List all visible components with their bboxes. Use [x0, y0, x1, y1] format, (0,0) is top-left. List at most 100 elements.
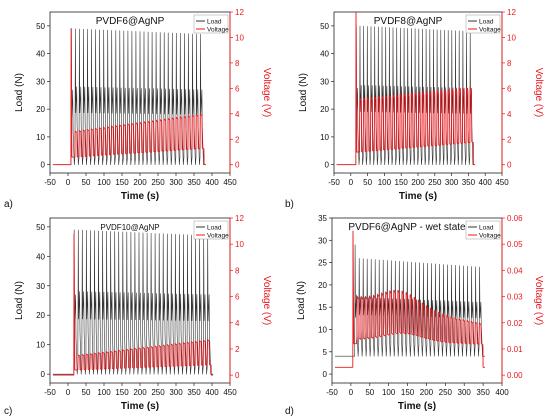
- y-right-tick-label: 4: [235, 319, 240, 328]
- legend-label-load: Load: [207, 225, 222, 232]
- x-tick-label: 100: [378, 178, 392, 187]
- panel-label: b): [285, 199, 294, 210]
- y-left-tick-label: 10: [36, 133, 45, 142]
- x-tick-label: 200: [411, 178, 425, 187]
- y-right-tick-label: 12: [235, 8, 244, 17]
- x-tick-label: 100: [97, 178, 111, 187]
- x-axis-label: Time (s): [121, 191, 159, 202]
- y-right-tick-label: 6: [507, 84, 512, 93]
- y-right-tick-label: 6: [235, 293, 240, 302]
- x-tick-label: 200: [420, 388, 434, 397]
- x-tick-label: 150: [401, 388, 415, 397]
- x-tick-label: 150: [115, 178, 129, 187]
- y-right-tick-label: 2: [235, 345, 240, 354]
- load-series-line: [52, 28, 206, 165]
- x-tick-label: 450: [495, 178, 509, 187]
- legend-label-voltage: Voltage: [207, 27, 229, 34]
- y-left-tick-label: 50: [320, 22, 329, 31]
- y-right-tick-label: 0.03: [507, 293, 523, 302]
- y-left-tick-label: 35: [318, 214, 327, 223]
- x-tick-label: 300: [169, 388, 183, 397]
- x-tick-label: 50: [82, 178, 91, 187]
- x-tick-label: 300: [458, 388, 472, 397]
- y-left-tick-label: 30: [36, 77, 45, 86]
- x-tick-label: 100: [97, 388, 111, 397]
- y-right-tick-label: 8: [507, 59, 512, 68]
- y-right-axis-label: Voltage (V): [533, 68, 544, 117]
- y-left-tick-label: 0: [325, 161, 330, 170]
- voltage-series-line: [52, 233, 214, 376]
- voltage-series-line: [335, 230, 485, 368]
- chart-title: PVDF6@AgNP: [96, 16, 165, 27]
- chart-panel-4: -50 0 50 100 150 200 250 300 350 400 0 5 10 15 20 25 30 3…: [285, 214, 544, 417]
- y-right-tick-label: 0.02: [507, 319, 523, 328]
- y-left-tick-label: 10: [318, 325, 327, 334]
- y-left-tick-label: 20: [36, 311, 45, 320]
- x-tick-label: 300: [169, 178, 183, 187]
- x-tick-label: 450: [223, 388, 237, 397]
- x-axis-label: Time (s): [121, 401, 159, 412]
- x-tick-label: 250: [428, 178, 442, 187]
- y-right-tick-label: 0: [507, 161, 512, 170]
- x-tick-label: 50: [365, 388, 374, 397]
- y-left-tick-label: 20: [36, 105, 45, 114]
- y-right-tick-label: 8: [235, 266, 240, 275]
- chart-panel-3: -50 0 50 100 150 200 250 300 350 400 4500102030405…: [4, 214, 272, 417]
- y-left-axis-label: Load (N): [298, 73, 309, 112]
- load-series-line: [336, 25, 476, 165]
- x-tick-label: 350: [462, 178, 476, 187]
- panel-label: c): [4, 406, 12, 417]
- x-tick-label: 150: [115, 388, 129, 397]
- y-left-axis-label: Load (N): [296, 281, 307, 320]
- x-tick-label: 100: [382, 388, 396, 397]
- x-tick-label: 400: [479, 178, 493, 187]
- y-right-tick-label: 0.05: [507, 240, 523, 249]
- y-right-tick-label: 8: [235, 59, 240, 68]
- voltage-series-line: [52, 28, 206, 166]
- chart-title: PVDF6@AgNP - wet state: [348, 222, 466, 233]
- x-tick-label: -50: [328, 178, 340, 187]
- x-tick-label: 0: [349, 388, 354, 397]
- legend-label-voltage: Voltage: [479, 27, 501, 34]
- x-tick-label: 200: [133, 388, 147, 397]
- x-tick-label: 250: [439, 388, 453, 397]
- x-tick-label: -50: [44, 388, 56, 397]
- y-left-tick-label: 40: [36, 252, 45, 261]
- x-tick-label: -50: [326, 388, 338, 397]
- x-tick-label: 50: [82, 388, 91, 397]
- y-left-axis-label: Load (N): [14, 73, 25, 112]
- x-tick-label: 250: [151, 178, 165, 187]
- x-tick-label: 350: [187, 388, 201, 397]
- x-tick-label: 50: [363, 178, 372, 187]
- y-left-tick-label: 30: [320, 77, 329, 86]
- x-tick-label: 0: [349, 178, 354, 187]
- x-tick-label: 250: [151, 388, 165, 397]
- voltage-series-line: [336, 11, 476, 166]
- chart-panel-2: -50 0 50 100 150 200 250 300 350 400 4500102030405…: [285, 8, 544, 210]
- y-left-tick-label: 5: [323, 348, 328, 357]
- legend-label-voltage: Voltage: [479, 233, 501, 240]
- y-right-axis-label: Voltage (V): [533, 276, 544, 325]
- y-left-tick-label: 0: [323, 370, 328, 379]
- y-left-tick-label: 30: [318, 236, 327, 245]
- legend-label-load: Load: [479, 19, 494, 26]
- x-axis-label: Time (s): [398, 401, 436, 412]
- y-left-tick-label: 30: [36, 282, 45, 291]
- x-tick-label: 0: [66, 178, 71, 187]
- y-left-tick-label: 0: [41, 161, 46, 170]
- y-left-tick-label: 10: [320, 133, 329, 142]
- y-right-tick-label: 0.04: [507, 266, 523, 275]
- y-left-tick-label: 0: [41, 370, 46, 379]
- panel-label: d): [285, 406, 294, 417]
- y-right-tick-label: 0: [235, 161, 240, 170]
- legend-label-voltage: Voltage: [207, 233, 229, 240]
- x-tick-label: 200: [133, 178, 147, 187]
- panel-label: a): [4, 199, 13, 210]
- x-tick-label: 350: [187, 178, 201, 187]
- y-right-tick-label: 10: [507, 33, 516, 42]
- legend-label-load: Load: [207, 19, 222, 26]
- y-right-tick-label: 2: [507, 135, 512, 144]
- load-series-line: [52, 229, 214, 375]
- x-tick-label: 400: [205, 388, 219, 397]
